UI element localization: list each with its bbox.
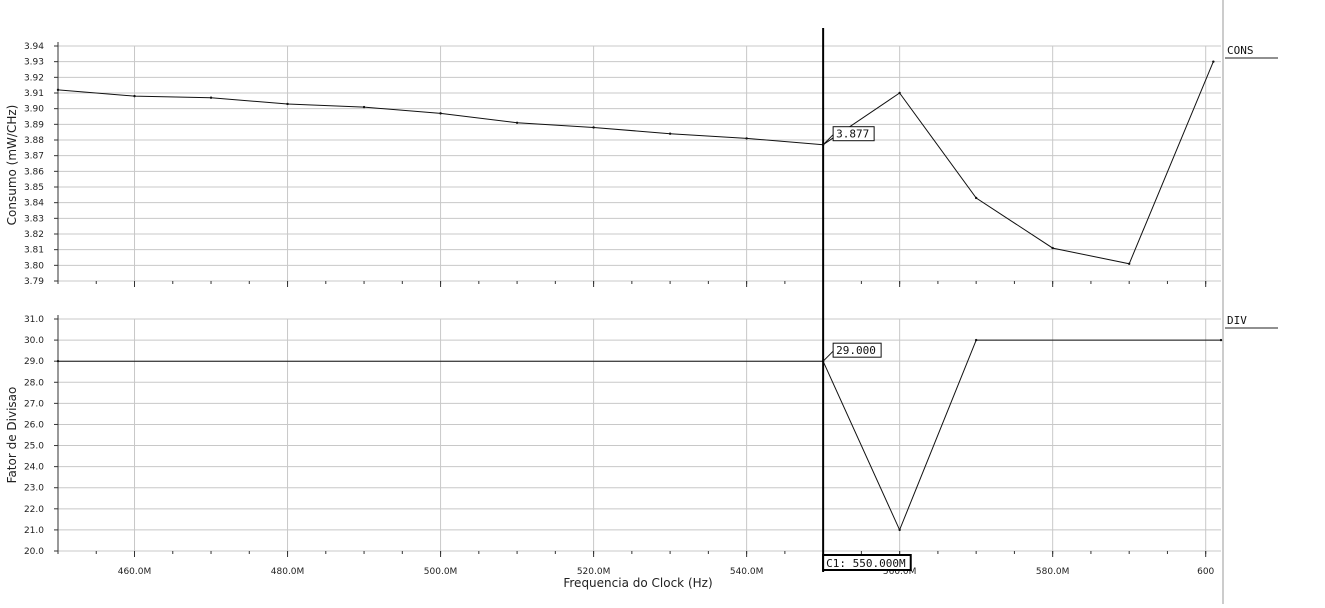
data-point <box>974 338 978 342</box>
y-tick-label: 30.0 <box>24 336 44 346</box>
series-name-label: DIV <box>1227 314 1247 327</box>
x-tick-label: 560.0M <box>883 567 917 577</box>
data-point <box>974 196 978 200</box>
data-point <box>668 132 672 135</box>
y-tick-label: 22.0 <box>24 505 44 515</box>
data-point <box>56 88 60 92</box>
series-layer <box>56 60 1223 532</box>
y-tick-label: 3.84 <box>24 199 44 209</box>
value-marker-leader <box>822 350 834 362</box>
y-tick-label: 26.0 <box>24 420 44 430</box>
y-tick-label: 20.0 <box>24 547 44 557</box>
data-point <box>898 528 901 532</box>
grid-layer <box>58 45 1221 552</box>
value-marker-text: 3.877 <box>836 128 869 141</box>
y-tick-label: 3.80 <box>24 261 44 271</box>
value-marker-text: 29.000 <box>836 344 876 357</box>
cursor-label-box[interactable] <box>822 554 912 571</box>
y-tick-label: 3.86 <box>24 167 44 177</box>
series-line-div <box>58 339 1221 532</box>
data-point <box>1051 246 1054 250</box>
y-tick-label: 23.0 <box>24 484 44 494</box>
y-tick-label: 29.0 <box>24 357 44 367</box>
value-marker-leader <box>822 134 834 146</box>
cursor-layer[interactable]: C1: 550.000M <box>822 28 912 572</box>
value-marker-box <box>832 342 882 358</box>
cursor-label-text: C1: 550.000M <box>826 557 906 570</box>
data-point <box>1219 338 1223 342</box>
x-tick-label: 600 <box>1197 567 1214 577</box>
y-tick-label: 3.82 <box>24 230 44 240</box>
y-tick-label: 25.0 <box>24 442 44 452</box>
x-axis-title: Frequencia do Clock (Hz) <box>563 576 712 590</box>
x-tick-label: 500.0M <box>424 567 458 577</box>
y-tick-label: 3.94 <box>24 42 44 52</box>
data-point <box>362 105 366 109</box>
y-tick-label: 3.85 <box>24 183 44 193</box>
y-tick-label: 21.0 <box>24 526 44 536</box>
data-point <box>745 137 748 140</box>
data-point <box>209 96 213 99</box>
y-tick-label: 31.0 <box>24 315 44 325</box>
data-point <box>56 359 60 363</box>
data-point <box>1212 60 1215 63</box>
data-point <box>515 121 519 124</box>
x-tick-label: 480.0M <box>271 567 305 577</box>
y-tick-label: 24.0 <box>24 463 44 473</box>
y-tick-label: 3.87 <box>24 152 44 162</box>
y-tick-label: 3.91 <box>24 89 44 99</box>
y-tick-label: 3.89 <box>24 120 44 130</box>
y-axis-title: Fator de Divisao <box>5 387 19 484</box>
axes-layer: 3.79 3.80 3.81 3.82 3.83 3.84 3.85 3.86 3.87 3.88… <box>5 0 1224 604</box>
data-point <box>439 112 442 115</box>
series-name-label: CONS <box>1227 44 1254 57</box>
value-marker-box <box>832 126 875 142</box>
y-tick-label: 3.90 <box>24 105 44 115</box>
data-point <box>1127 262 1131 265</box>
y-tick-label: 3.88 <box>24 136 44 146</box>
data-point <box>592 126 595 129</box>
y-tick-label: 3.93 <box>24 58 44 68</box>
x-tick-label: 520.0M <box>577 567 611 577</box>
y-tick-label: 3.92 <box>24 73 44 83</box>
labels-layer: CONS 3.877 DIV 29.000 <box>822 44 1278 362</box>
y-tick-label: 3.83 <box>24 214 44 224</box>
y-tick-label: 28.0 <box>24 378 44 388</box>
data-point <box>286 102 289 106</box>
y-tick-label: 27.0 <box>24 399 44 409</box>
data-point <box>898 91 901 95</box>
y-tick-label: 3.79 <box>24 277 44 287</box>
data-point <box>133 94 136 98</box>
x-tick-label: 540.0M <box>730 567 764 577</box>
y-tick-label: 3.81 <box>24 246 44 256</box>
x-tick-label: 580.0M <box>1036 567 1070 577</box>
y-axis-title: Consumo (mW/CHz) <box>5 105 19 226</box>
series-line-cons <box>57 61 1214 265</box>
x-tick-label: 460.0M <box>118 567 152 577</box>
